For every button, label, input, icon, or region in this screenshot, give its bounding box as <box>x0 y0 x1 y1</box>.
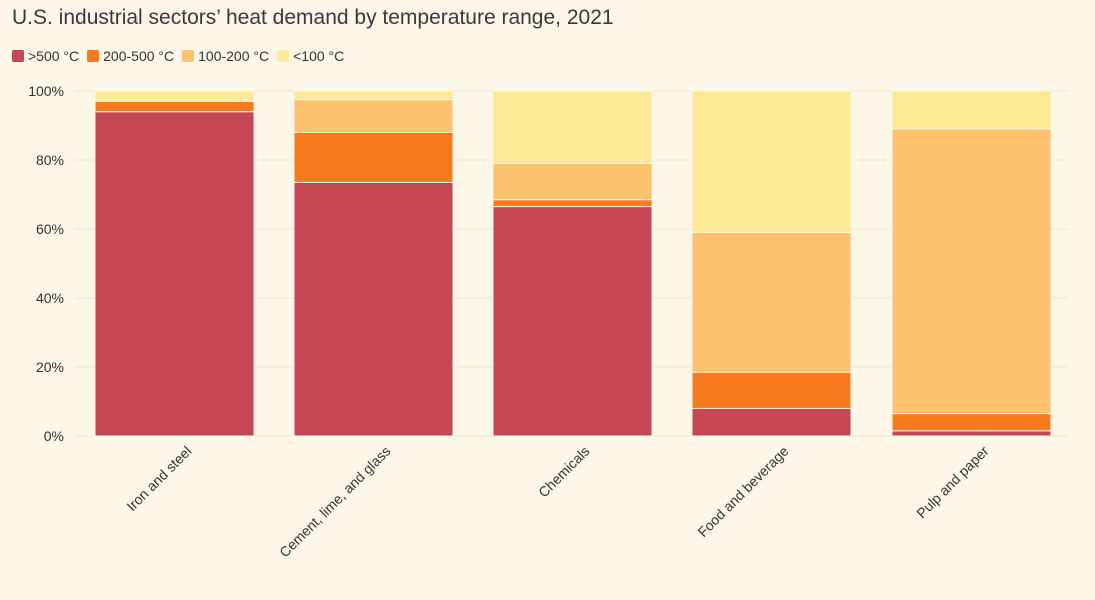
bar-segment[interactable] <box>492 206 653 437</box>
bar-segment[interactable] <box>293 90 454 101</box>
x-tick-label: Chemicals <box>535 443 593 501</box>
y-tick-label: 60% <box>36 221 64 237</box>
legend-swatch-lt100 <box>277 50 290 62</box>
y-tick-label: 80% <box>36 152 64 168</box>
x-tick-label: Cement, lime, and glass <box>276 443 394 561</box>
y-tick-label: 0% <box>44 428 64 444</box>
bar-segment[interactable] <box>492 90 653 164</box>
bar-segment[interactable] <box>293 181 454 437</box>
legend-item-100-200[interactable]: 100-200 °C <box>182 48 269 64</box>
x-tick-label: Food and beverage <box>694 443 791 540</box>
bars <box>94 90 1052 437</box>
legend-item-200-500[interactable]: 200-500 °C <box>87 48 174 64</box>
bar-segment[interactable] <box>891 90 1052 130</box>
bar-segment[interactable] <box>891 128 1052 415</box>
bar-segment[interactable] <box>891 413 1052 432</box>
legend-label-lt100: <100 °C <box>293 48 345 64</box>
y-tick-label: 40% <box>36 290 64 306</box>
bar-segment[interactable] <box>691 90 852 233</box>
legend-label-gt500: >500 °C <box>28 48 80 64</box>
bar-segment[interactable] <box>891 430 1052 437</box>
bar-segment[interactable] <box>94 90 255 102</box>
legend-item-gt500[interactable]: >500 °C <box>12 48 79 64</box>
bar-segment[interactable] <box>492 199 653 208</box>
legend-label-200-500: 200-500 °C <box>103 48 175 64</box>
bar-segment[interactable] <box>94 100 255 113</box>
y-tick-label: 100% <box>28 83 64 99</box>
x-tick-label: Iron and steel <box>123 443 194 514</box>
bar-segment[interactable] <box>94 111 255 437</box>
legend-swatch-gt500 <box>12 50 24 62</box>
x-tick-label: Pulp and paper <box>913 443 992 522</box>
bar-segment[interactable] <box>691 371 852 409</box>
y-axis: 0% 20% 40% 60% 80% 100% <box>28 83 64 444</box>
bar-segment[interactable] <box>293 131 454 183</box>
bar-segment[interactable] <box>492 162 653 201</box>
legend: >500 °C 200-500 °C 100-200 °C <100 °C <box>12 48 352 64</box>
y-tick-label: 20% <box>36 359 64 375</box>
x-axis: Iron and steel Cement, lime, and glass Che… <box>123 443 992 561</box>
legend-item-lt100[interactable]: <100 °C <box>277 48 344 64</box>
bar-segment[interactable] <box>691 407 852 437</box>
legend-swatch-100-200 <box>182 50 195 62</box>
legend-swatch-200-500 <box>87 50 100 62</box>
bar-segment[interactable] <box>691 231 852 373</box>
legend-label-100-200: 100-200 °C <box>198 48 270 64</box>
chart-title: U.S. industrial sectors’ heat demand by … <box>12 6 614 29</box>
bar-segment[interactable] <box>293 99 454 133</box>
